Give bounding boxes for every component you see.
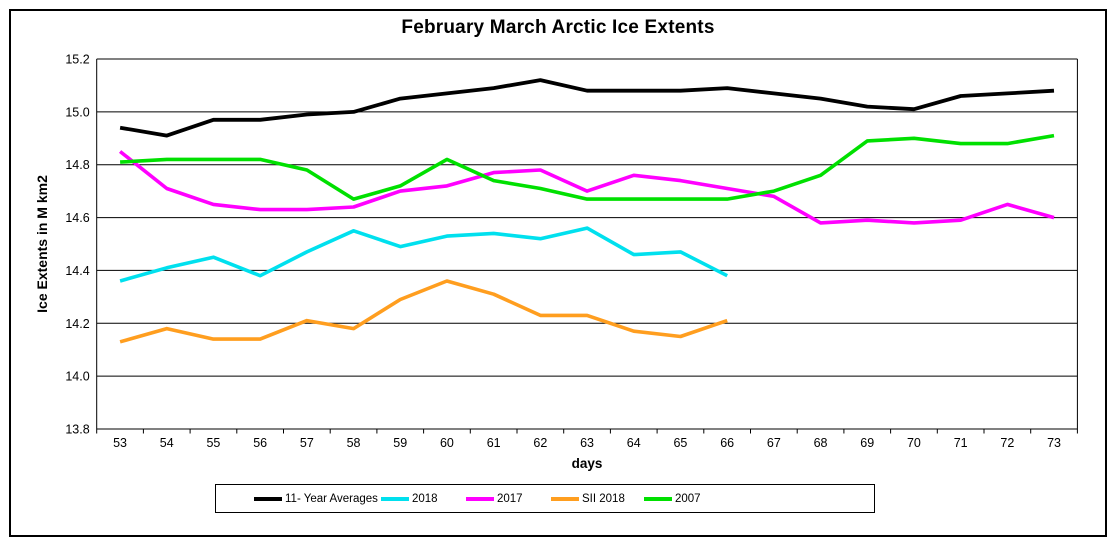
x-tick-label: 72 <box>1000 436 1014 450</box>
legend-label: 2018 <box>412 492 438 505</box>
x-axis-title: days <box>571 456 603 471</box>
series-line-2017 <box>118 150 1055 225</box>
series-line-2007 <box>119 133 1055 201</box>
legend-label: 2007 <box>675 492 701 505</box>
x-tick-label: 57 <box>300 436 314 450</box>
y-tick-label: 14.4 <box>65 264 89 278</box>
y-tick-label: 13.8 <box>65 423 89 437</box>
x-tick-label: 73 <box>1047 436 1061 450</box>
series-line-2018 <box>119 226 729 283</box>
x-tick-label: 67 <box>767 436 781 450</box>
legend-entry: 2017 <box>466 485 523 512</box>
x-tick-label: 55 <box>206 436 220 450</box>
legend-line-swatch <box>644 496 672 501</box>
legend-entry: 2007 <box>644 485 701 512</box>
x-tick-label: 58 <box>347 436 361 450</box>
y-tick-label: 14.8 <box>65 158 89 172</box>
legend-line-swatch <box>466 496 494 501</box>
legend-line-swatch <box>254 496 282 501</box>
y-tick-label: 15.2 <box>65 53 89 67</box>
legend-entry: 2018 <box>381 485 438 512</box>
y-tick-label: 15.0 <box>65 105 89 119</box>
x-tick-label: 71 <box>954 436 968 450</box>
x-tick-label: 56 <box>253 436 267 450</box>
series-line-sii-2018 <box>119 279 728 344</box>
y-tick-label: 14.0 <box>65 370 89 384</box>
legend-entry: 11- Year Averages <box>254 485 378 512</box>
x-tick-label: 68 <box>814 436 828 450</box>
legend-label: 2017 <box>497 492 523 505</box>
x-tick-label: 62 <box>533 436 547 450</box>
y-tick-label: 14.2 <box>65 317 89 331</box>
x-tick-label: 53 <box>113 436 127 450</box>
x-tick-label: 69 <box>860 436 874 450</box>
x-tick-label: 59 <box>393 436 407 450</box>
legend-entry: SII 2018 <box>551 485 625 512</box>
legend-line-swatch <box>381 496 409 501</box>
x-tick-label: 65 <box>673 436 687 450</box>
legend-line-swatch <box>551 496 579 501</box>
y-tick-label: 14.6 <box>65 211 89 225</box>
legend: 11- Year Averages 2018 2017 SII 2018 2007 <box>215 484 875 513</box>
legend-label: 11- Year Averages <box>285 492 378 505</box>
x-tick-label: 60 <box>440 436 454 450</box>
x-tick-label: 64 <box>627 436 641 450</box>
x-tick-label: 63 <box>580 436 594 450</box>
x-tick-label: 66 <box>720 436 734 450</box>
x-tick-label: 70 <box>907 436 921 450</box>
legend-label: SII 2018 <box>582 492 625 505</box>
series-line-11-year-averages <box>119 78 1055 138</box>
x-tick-label: 61 <box>487 436 501 450</box>
chart-title: February March Arctic Ice Extents <box>401 17 715 38</box>
x-tick-label: 54 <box>160 436 174 450</box>
